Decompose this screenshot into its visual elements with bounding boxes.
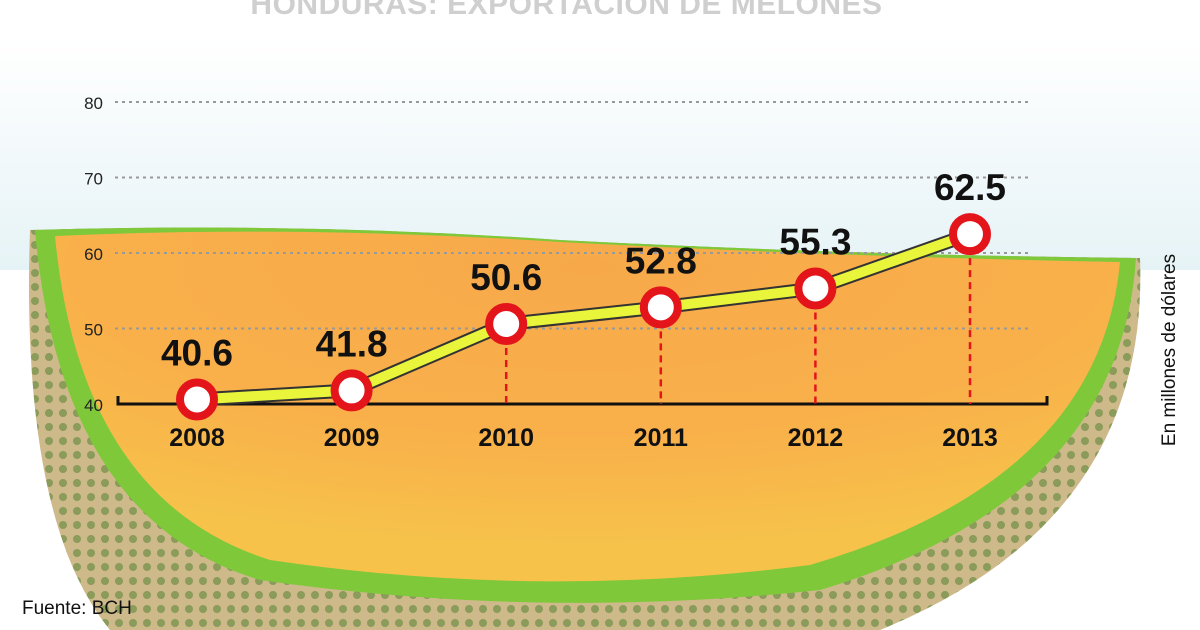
data-label: 50.6	[470, 257, 542, 298]
y-axis-label: En millones de dólares	[1159, 253, 1180, 447]
x-axis	[116, 396, 1049, 406]
data-point	[794, 267, 837, 310]
x-tick-label: 2013	[942, 424, 998, 452]
y-tick-label: 40	[84, 396, 103, 415]
y-tick-label: 50	[84, 321, 103, 340]
x-tick-label: 2008	[169, 424, 225, 452]
data-point	[176, 378, 218, 421]
data-label: 55.3	[779, 221, 851, 262]
y-tick-label: 70	[84, 170, 103, 189]
data-label: 62.5	[934, 167, 1006, 208]
y-tick-label: 80	[84, 94, 103, 113]
series-line	[196, 229, 972, 405]
data-point	[639, 286, 682, 329]
chart-title: HONDURAS: EXPORTACION DE MELONES	[250, 0, 883, 21]
melon-flesh	[55, 231, 1120, 582]
x-tick-label: 2012	[788, 424, 844, 452]
data-label: 52.8	[625, 240, 697, 281]
y-tick-label: 60	[84, 245, 103, 264]
x-tick-label: 2011	[634, 424, 688, 452]
data-point	[485, 302, 528, 345]
x-tick-label: 2010	[478, 424, 534, 452]
data-label: 40.6	[161, 332, 233, 373]
data-point	[949, 213, 991, 256]
source-note: Fuente: BCH	[22, 598, 132, 619]
data-label: 41.8	[316, 323, 388, 364]
data-point	[330, 369, 373, 412]
x-tick-label: 2009	[324, 424, 380, 452]
